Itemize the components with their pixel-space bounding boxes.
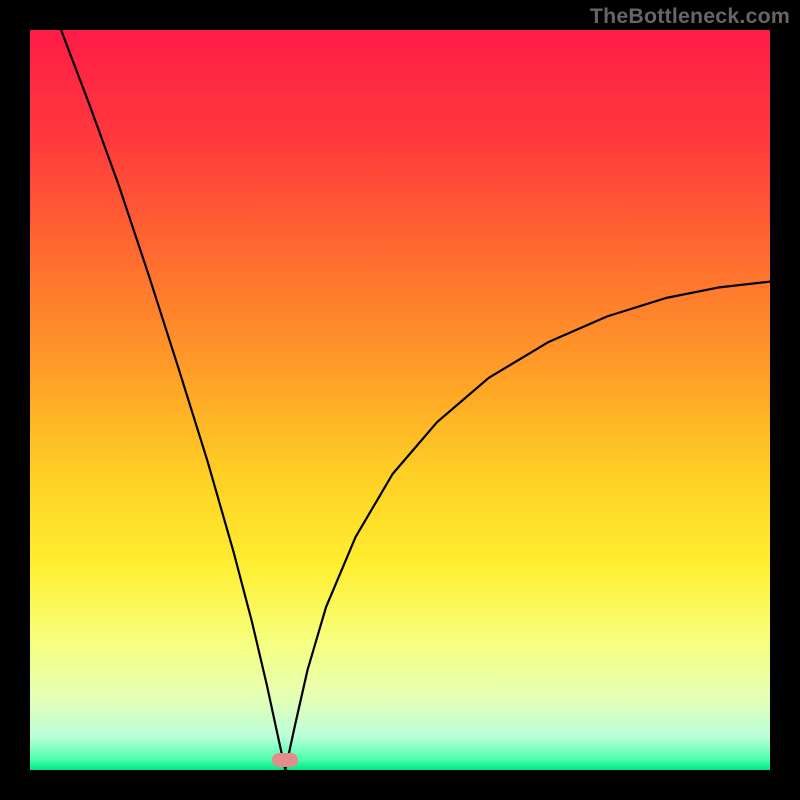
minimum-marker <box>272 753 298 767</box>
watermark-label: TheBottleneck.com <box>590 4 790 29</box>
plot-area <box>30 30 770 770</box>
plot-background-gradient <box>30 30 770 770</box>
chart-stage: TheBottleneck.com <box>0 0 800 800</box>
